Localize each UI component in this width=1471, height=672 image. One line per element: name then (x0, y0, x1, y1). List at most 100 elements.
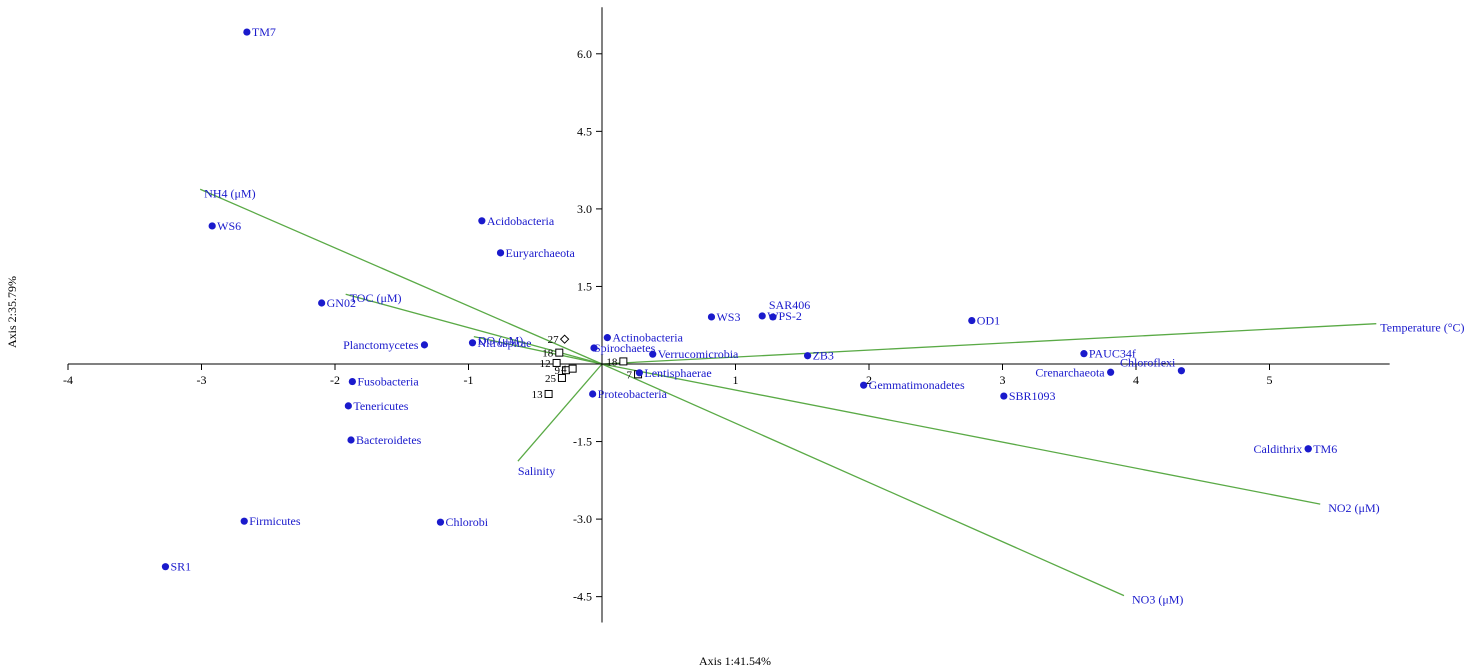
env-vector-labels: NH4 (μM) TOC (μM) DO (μM) Salinity Temperatu… (204, 186, 1464, 606)
taxon-label-planctomycetes: Planctomycetes (343, 338, 419, 352)
taxon-point-ws3 (707, 313, 716, 321)
taxon-label-sar406: SAR406 (769, 298, 810, 312)
taxon-label-bacteroidetes: Bacteroidetes (356, 433, 422, 447)
env-vector-temperature-c (601, 323, 1377, 365)
taxon-point-sar406 (769, 313, 777, 321)
taxon-point-firmicutes (240, 517, 248, 525)
taxon-point-sbr1093 (1000, 392, 1008, 400)
x-axis-ticks: -4 -3 -2 -1 1 2 3 4 5 (63, 364, 1273, 387)
y-tick-label: -1.5 (573, 435, 592, 449)
taxon-label-nitrospirae: Nitrospirae (478, 336, 532, 350)
env-label-no2-m: NO2 (μM) (1328, 501, 1379, 515)
taxon-label-ws3: WS3 (716, 310, 740, 324)
taxon-label-tm7: TM7 (252, 25, 276, 39)
sample-label: 4 (561, 364, 567, 376)
taxon-point-gemmatimonadetes (860, 381, 868, 389)
taxon-point-nitrospirae (468, 339, 477, 347)
taxon-label-tm6: TM6 (1313, 442, 1337, 456)
sample-marker (557, 373, 566, 382)
taxon-label-fusobacteria: Fusobacteria (357, 375, 419, 389)
taxon-point-proteobacteria (589, 390, 597, 398)
y-tick-label: -4.5 (573, 590, 592, 604)
y-tick-label: 1.5 (577, 279, 592, 293)
sample-label: 9 (554, 365, 560, 377)
x-axis-title: Axis 1:41.54% (699, 654, 771, 668)
taxon-point-sr1 (161, 563, 170, 571)
env-label-no3-m: NO3 (μM) (1132, 593, 1183, 607)
x-tick-label: 1 (733, 373, 739, 387)
taxon-point-ws6 (208, 222, 216, 230)
taxon-label-wps-2: WPS-2 (767, 309, 802, 323)
x-tick-label: -3 (197, 373, 207, 387)
env-label-nh4-m: NH4 (μM) (204, 186, 255, 200)
sample-marker (544, 389, 553, 398)
env-label-do-m: DO (μM) (478, 334, 523, 348)
sample-marker (619, 357, 628, 366)
taxon-point-od1 (968, 316, 976, 325)
env-vectors (199, 188, 1377, 597)
x-tick-label: 4 (1133, 373, 1139, 387)
taxon-label-chlorobi: Chlorobi (445, 515, 488, 529)
taxon-label-acidobacteria: Acidobacteria (487, 214, 555, 228)
taxon-point-bacteroidetes (347, 436, 355, 444)
taxon-point-tm6 (1304, 445, 1312, 453)
x-tick-label: -4 (63, 373, 73, 387)
taxon-label-gemmatimonadetes: Gemmatimonadetes (869, 378, 965, 392)
taxon-label-pauc34f: PAUC34f (1089, 347, 1136, 361)
taxon-point-acidobacteria (478, 217, 486, 225)
env-vector-no3-m (601, 363, 1125, 597)
sample-label: 7 (627, 369, 633, 381)
x-tick-label: -2 (330, 373, 340, 387)
sample-marker (555, 348, 564, 357)
taxon-point-tm7 (243, 28, 251, 36)
sample-label: 27 (548, 334, 560, 346)
taxon-label-chloroflexi: Chloroflexi (1120, 356, 1176, 370)
sample-label: 25 (545, 373, 557, 385)
sample-marker (568, 364, 577, 373)
taxon-label-tenericutes: Tenericutes (353, 399, 408, 413)
taxon-label-zb3: ZB3 (813, 349, 834, 363)
sample-marker (552, 358, 561, 367)
taxon-point-pauc34f (1080, 350, 1088, 358)
y-axis-ticks: 6.0 4.5 3.0 1.5 -1.5 -3.0 -4.5 (573, 47, 602, 604)
x-tick-label: 3 (1000, 373, 1006, 387)
taxon-point-spirochaetes (590, 344, 598, 352)
taxon-point-wps-2 (758, 312, 766, 320)
sample-label: 18 (542, 348, 554, 360)
env-vector-do-m (473, 335, 603, 365)
taxon-point-planctomycetes (420, 341, 429, 349)
env-vector-salinity (517, 363, 603, 462)
y-tick-label: 3.0 (577, 202, 592, 216)
taxon-label-caldithrix: Caldithrix (1254, 442, 1303, 456)
taxon-point-chlorobi (436, 518, 445, 526)
y-tick-label: 6.0 (577, 47, 592, 61)
env-vector-no2-m (601, 363, 1321, 505)
taxon-point-gn02 (318, 299, 326, 307)
sample-label: 18 (606, 356, 618, 368)
taxon-label-actinobacteria: Actinobacteria (612, 331, 683, 345)
sample-marker (559, 334, 570, 344)
taxon-point-lentisphaerae (635, 369, 643, 377)
taxon-label-spirochaetes: Spirochaetes (594, 341, 656, 355)
x-tick-label: -1 (464, 373, 474, 387)
taxon-label-crenarchaeota: Crenarchaeota (1035, 365, 1105, 379)
taxon-point-zb3 (803, 352, 812, 360)
env-label-salinity: Salinity (518, 464, 555, 478)
taxon-label-ws6: WS6 (217, 219, 241, 233)
taxon-point-euryarchaeota (496, 249, 505, 257)
taxon-point-fusobacteria (348, 377, 356, 386)
taxon-point-tenericutes (344, 402, 352, 410)
x-tick-label: 2 (866, 373, 872, 387)
sample-label: 12 (540, 358, 551, 370)
axes: -4 -3 -2 -1 1 2 3 4 5 6.04.53.01.5-1.5-3.0-4.5 (63, 7, 1390, 623)
env-vector-nh4-m (199, 188, 603, 365)
y-tick-label: 4.5 (577, 124, 592, 138)
sample-label: 13 (532, 389, 544, 401)
taxon-point-verrucomicrobia (649, 350, 657, 358)
env-label-toc-m: TOC (μM) (350, 291, 402, 305)
taxon-label-sr1: SR1 (170, 560, 191, 574)
taxon-point-actinobacteria (603, 334, 611, 342)
taxa-points: TM7 WS6 GN02 Acidobacteria Euryarchaeota Plan… (161, 25, 1337, 574)
taxon-point-chloroflexi (1177, 367, 1185, 375)
